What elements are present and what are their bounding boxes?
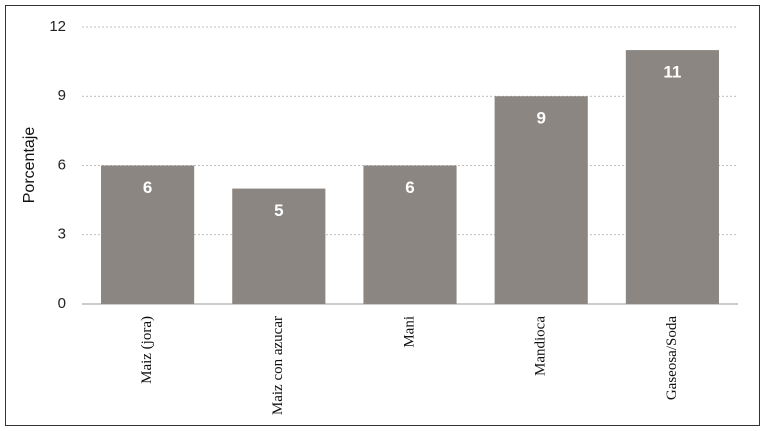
value-label: 6 <box>405 178 414 197</box>
y-tick-label: 12 <box>49 18 66 35</box>
frame <box>5 5 760 426</box>
x-tick-label: Mandioca <box>533 316 549 376</box>
y-tick-label: 6 <box>58 156 66 173</box>
bar <box>494 96 588 304</box>
y-axis-label: Porcentaje <box>21 127 38 204</box>
value-label: 11 <box>663 63 681 82</box>
x-tick-label: Maiz (jora) <box>139 316 155 384</box>
x-tick-label: Gaseosa/Soda <box>664 316 680 400</box>
value-label: 5 <box>274 201 283 220</box>
bar <box>625 50 719 305</box>
y-tick-label: 3 <box>58 226 66 243</box>
bar <box>232 188 326 304</box>
value-label: 9 <box>536 109 545 128</box>
bar <box>101 165 195 304</box>
y-tick-label: 0 <box>58 295 66 312</box>
x-tick-label: Maiz con azucar <box>270 316 286 415</box>
x-tick-label: Mani <box>401 316 417 348</box>
y-tick-label: 9 <box>58 87 66 104</box>
value-label: 6 <box>143 178 152 197</box>
bar <box>363 165 457 304</box>
